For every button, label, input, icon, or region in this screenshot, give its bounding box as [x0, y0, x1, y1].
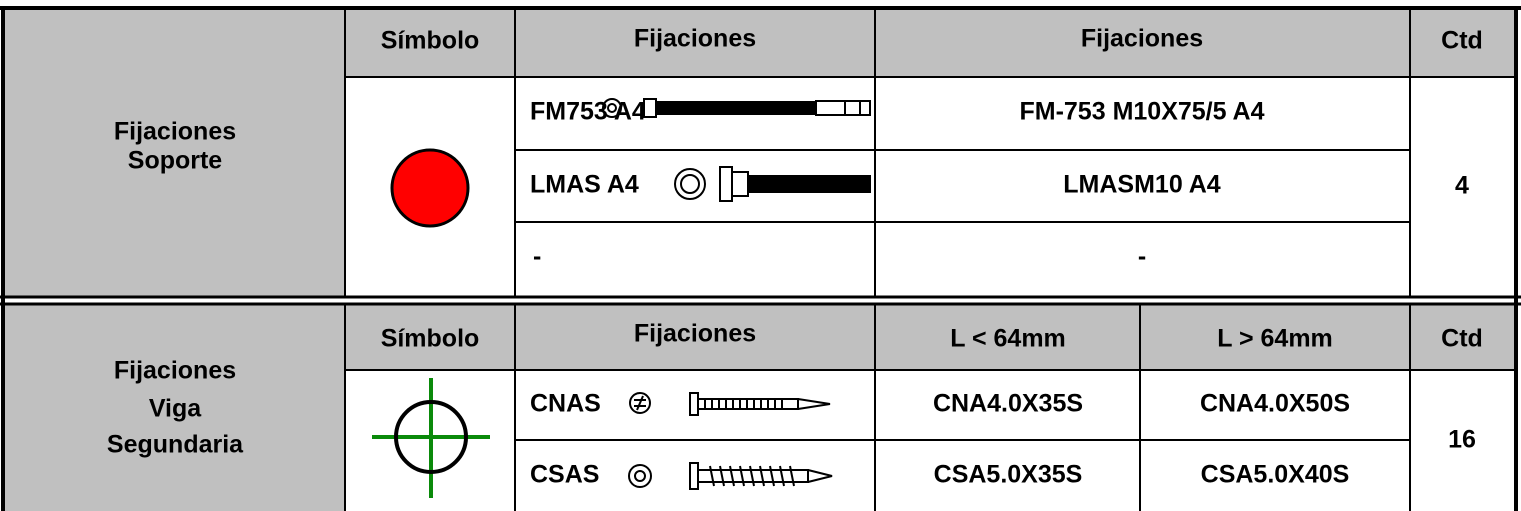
fixing-name: FM753 A4 [530, 98, 646, 126]
fixing-code: LMASM10 A4 [1063, 171, 1221, 199]
fixing-code: CSA5.0X40S [1201, 461, 1350, 489]
header-cell: Símbolo [381, 325, 480, 353]
section-label: Fijaciones [114, 118, 236, 146]
header-cell: L > 64mm [1217, 325, 1333, 353]
section-label: Soporte [128, 147, 223, 175]
header-cell: L < 64mm [950, 325, 1066, 353]
fixing-name: CSAS [530, 461, 599, 489]
section-label: Viga [149, 395, 202, 423]
header-row [345, 10, 1515, 77]
header-cell: Fijaciones [634, 320, 756, 348]
anchor-icon [602, 98, 871, 118]
header-cell: Símbolo [381, 27, 480, 55]
header-row [345, 305, 1515, 370]
fixing-code: - [1138, 243, 1146, 271]
fixing-code: CSA5.0X35S [934, 461, 1083, 489]
fixing-name: LMAS A4 [530, 171, 639, 199]
header-cell: Fijaciones [1081, 25, 1203, 53]
fixing-code: CNA4.0X50S [1200, 390, 1350, 418]
quantity: 4 [1455, 172, 1469, 200]
fixing-name: CNAS [530, 390, 601, 418]
symbol-crosshair [372, 378, 490, 498]
quantity: 16 [1448, 426, 1476, 454]
fixing-code: CNA4.0X35S [933, 390, 1083, 418]
anchor-icon [674, 166, 871, 202]
header-cell: Fijaciones [634, 25, 756, 53]
fixing-code: FM-753 M10X75/5 A4 [1019, 98, 1264, 126]
header-cell: Ctd [1441, 27, 1483, 55]
section-label: Segundaria [107, 431, 244, 459]
header-cell: Ctd [1441, 325, 1483, 353]
screw-icon [629, 392, 831, 416]
label-cell [4, 10, 345, 296]
fixing-name: - [533, 243, 541, 271]
symbol-red-dot [390, 148, 470, 228]
screw-icon [628, 462, 833, 490]
label-cell [4, 305, 345, 511]
section-label: Fijaciones [114, 357, 236, 385]
